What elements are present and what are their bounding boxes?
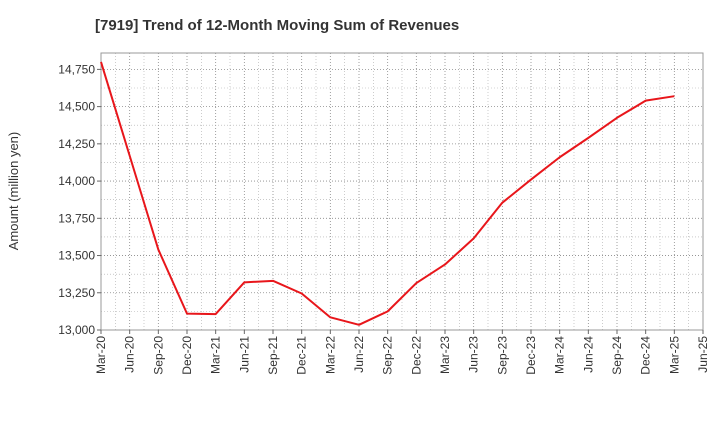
x-tick-label: Jun-22 xyxy=(352,336,366,373)
x-tick-label: Dec-23 xyxy=(524,336,538,375)
x-tick-label: Dec-21 xyxy=(295,336,309,375)
x-tick-label: Jun-23 xyxy=(467,336,481,373)
x-tick-label: Sep-24 xyxy=(610,336,624,375)
y-tick-label: 13,750 xyxy=(58,211,95,225)
x-tick-label: Sep-20 xyxy=(151,336,165,375)
y-tick-label: 13,000 xyxy=(58,323,95,337)
y-tick-label: 14,500 xyxy=(58,100,95,114)
x-tick-label: Dec-20 xyxy=(180,336,194,375)
x-tick-label: Mar-22 xyxy=(323,336,337,374)
x-tick-label: Mar-20 xyxy=(94,336,108,374)
chart-title: [7919] Trend of 12-Month Moving Sum of R… xyxy=(95,17,459,34)
x-tick-label: Dec-22 xyxy=(409,336,423,375)
x-tick-label: Mar-21 xyxy=(209,336,223,374)
x-tick-label: Sep-23 xyxy=(495,336,509,375)
y-tick-label: 14,750 xyxy=(58,62,95,76)
x-tick-label: Sep-22 xyxy=(381,336,395,375)
x-tick-label: Mar-23 xyxy=(438,336,452,374)
x-tick-label: Jun-25 xyxy=(696,336,710,373)
x-tick-label: Jun-24 xyxy=(581,336,595,373)
series-layer xyxy=(100,61,675,326)
series-line xyxy=(100,61,675,326)
x-tick-label: Dec-24 xyxy=(639,336,653,375)
x-tick-label: Mar-25 xyxy=(667,336,681,374)
plot-area-frame xyxy=(100,52,704,331)
x-tick-label: Sep-21 xyxy=(266,336,280,375)
y-tick-label: 13,250 xyxy=(58,286,95,300)
x-tick-label: Mar-24 xyxy=(553,336,567,374)
x-tick-label: Jun-21 xyxy=(237,336,251,373)
y-axis-label: Amount (million yen) xyxy=(6,132,21,251)
grid-lines xyxy=(101,53,703,331)
y-tick-label: 14,250 xyxy=(58,137,95,151)
y-tick-label: 13,500 xyxy=(58,249,95,263)
y-tick-label: 14,000 xyxy=(58,174,95,188)
x-tick-label: Jun-20 xyxy=(123,336,137,373)
y-axis: 13,000 13,250 13,500 13,750 14,000 14,250 14,5… xyxy=(58,62,101,337)
x-axis: Mar-20 Jun-20 Sep-20 Dec-20 Mar-21 Jun-21 Sep-… xyxy=(94,330,710,375)
